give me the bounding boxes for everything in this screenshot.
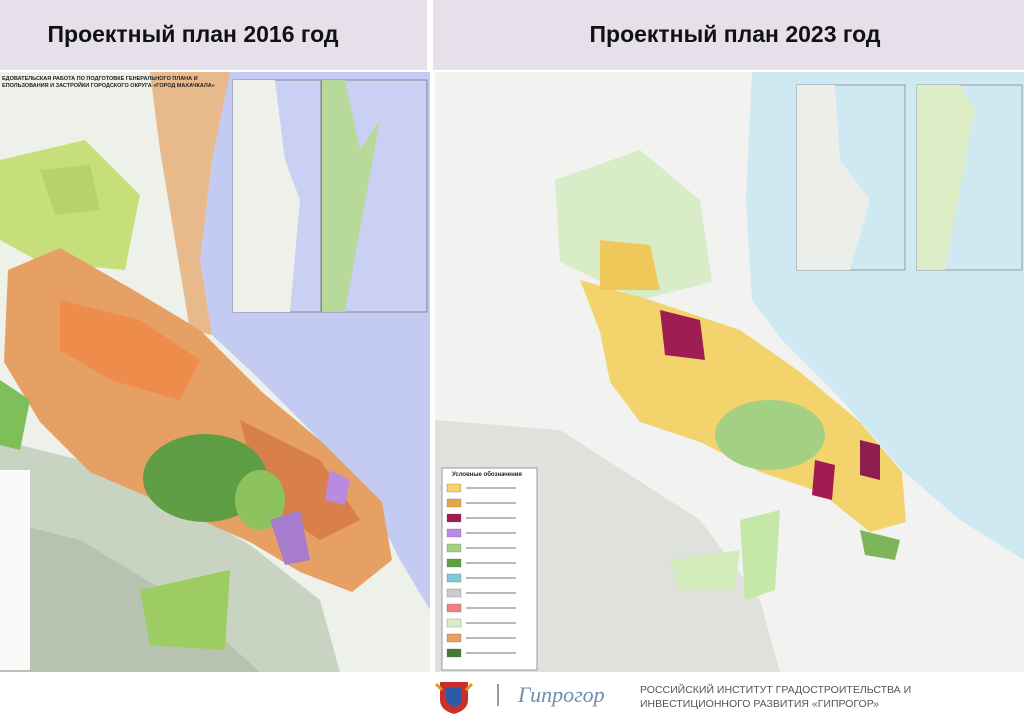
green-area (555, 150, 712, 300)
panel-title: Проектный план 2023 год (589, 21, 880, 47)
park (235, 470, 285, 530)
violet-zone (325, 470, 350, 505)
map-heading: ЕПОЛЬЗОВАНИЯ И ЗАСТРОЙКИ ГОРОДСКОГО ОКРУ… (2, 81, 215, 89)
legend-swatch (446, 633, 462, 643)
green-area (670, 550, 740, 590)
green-area (740, 510, 780, 600)
shield-inner (446, 688, 462, 707)
urban-area (240, 420, 360, 540)
coast-strip (150, 72, 230, 335)
legend-swatch (446, 513, 462, 523)
legend-text-line (466, 547, 516, 549)
legend-text-line (466, 577, 516, 579)
green-area (140, 570, 230, 650)
crimson-zone (660, 310, 705, 360)
legend-text-line (466, 562, 516, 564)
header-panel (0, 0, 427, 70)
green-area (0, 380, 30, 450)
crimson-zone (812, 460, 835, 500)
park (715, 400, 825, 470)
legend-text-line (466, 502, 516, 504)
urban-area (600, 240, 660, 290)
org-name: РОССИЙСКИЙ ИНСТИТУТ ГРАДОСТРОИТЕЛЬСТВА И (640, 683, 911, 696)
legend-text-line (466, 652, 516, 654)
legend-swatch (446, 483, 462, 493)
header-panel (433, 0, 1024, 70)
legend-swatch (446, 648, 462, 658)
urban-area (60, 300, 200, 400)
map-heading: ЕДОВАТЕЛЬСКАЯ РАБОТА ПО ПОДГОТОВКЕ ГЕНЕР… (2, 76, 198, 82)
legend-text-line (466, 592, 516, 594)
legend-text-line (466, 622, 516, 624)
legend-swatch (446, 618, 462, 628)
org-name: ИНВЕСТИЦИОННОГО РАЗВИТИЯ «ГИПРОГОР» (640, 698, 879, 710)
inset-land (233, 80, 300, 312)
green-area (40, 165, 100, 215)
legend-swatch (446, 603, 462, 613)
shield-ornament (434, 682, 474, 692)
crimson-zone (860, 440, 880, 480)
panel-title: Проектный план 2016 год (47, 21, 338, 47)
legend-swatch (446, 558, 462, 568)
map-2016 (0, 72, 430, 672)
violet-zone (270, 510, 310, 565)
legend-swatch (446, 573, 462, 583)
legend-block (0, 470, 30, 670)
legend-text-line (466, 637, 516, 639)
legend-swatch (446, 498, 462, 508)
legend-text-line (466, 487, 516, 489)
legend-swatch (446, 528, 462, 538)
legend-text-line (466, 517, 516, 519)
legend-text-line (466, 532, 516, 534)
map-2023 (435, 72, 1024, 672)
green-area (860, 530, 900, 560)
inset-land (917, 85, 975, 270)
legend-swatch (446, 588, 462, 598)
legend-swatch (446, 543, 462, 553)
inset-land (797, 85, 870, 270)
inset-land (322, 80, 380, 312)
logo-text: Гипрогор (517, 682, 605, 707)
legend-text-line (466, 607, 516, 609)
coat-of-arms (434, 682, 474, 714)
legend-title: Условные обозначения (452, 471, 522, 478)
